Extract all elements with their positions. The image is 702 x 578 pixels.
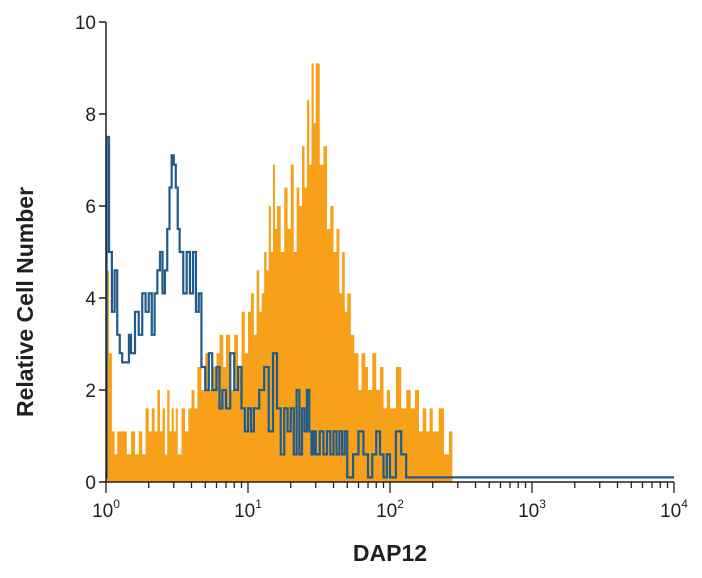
y-axis-title: Relative Cell Number <box>12 187 38 417</box>
outline-histogram-series <box>105 135 674 479</box>
x-tick-label: 103 <box>518 497 546 522</box>
y-tick-label: 8 <box>85 105 96 126</box>
axes: 0 2 4 6 8 10 100 101 102 103 104 <box>75 13 688 522</box>
x-axis-title: DAP12 <box>353 540 427 566</box>
filled-histogram-series <box>106 63 453 483</box>
x-tick-label: 101 <box>234 497 262 522</box>
y-tick-label: 0 <box>85 473 96 494</box>
x-tick-label: 104 <box>660 497 688 522</box>
y-tick-label: 2 <box>85 381 96 402</box>
x-ticks: 100 101 102 103 104 <box>92 482 688 522</box>
y-tick-label: 10 <box>75 13 96 34</box>
y-tick-label: 4 <box>85 289 96 310</box>
plot-area <box>105 63 674 483</box>
y-ticks: 0 2 4 6 8 10 <box>75 13 106 494</box>
y-tick-label: 6 <box>85 197 96 218</box>
x-tick-label: 100 <box>92 497 120 522</box>
x-tick-label: 102 <box>376 497 404 522</box>
